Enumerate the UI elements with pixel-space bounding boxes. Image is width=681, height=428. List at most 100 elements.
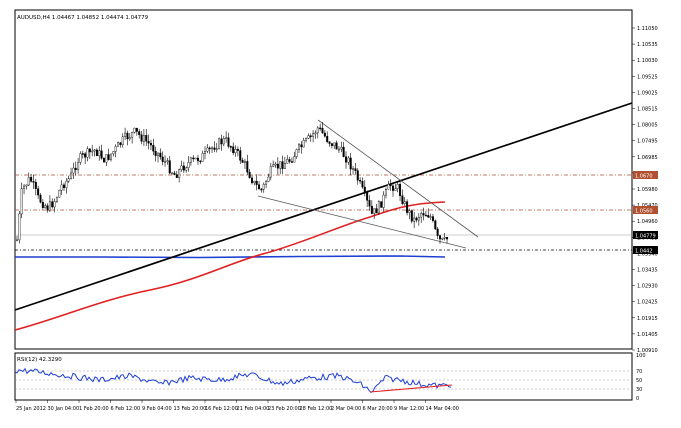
candle-body	[260, 188, 263, 191]
candle-body	[335, 142, 338, 150]
candle-body	[302, 139, 305, 148]
level-b-tag: 1.0560	[635, 209, 653, 215]
candle-body	[417, 216, 420, 221]
candle-body	[147, 141, 150, 144]
level-a-tag: 1.0670	[635, 174, 653, 180]
candle-body	[342, 146, 345, 157]
level-c-tag-bg	[633, 246, 658, 254]
candle-body	[236, 148, 239, 151]
candle-body	[189, 157, 192, 163]
candle-body	[298, 144, 301, 150]
price-label: 1.05980	[637, 187, 658, 193]
candle-body	[337, 148, 340, 151]
candle-body	[95, 149, 98, 157]
time-label: 9 Mar 12:00	[394, 406, 424, 412]
candle-body	[222, 138, 225, 145]
candle-body	[37, 188, 40, 196]
candle-body	[154, 150, 157, 156]
rsi-label-50: 50	[636, 378, 642, 384]
candle-body	[84, 153, 87, 158]
candle-body	[138, 131, 141, 135]
candle-body	[368, 200, 371, 207]
candle-body	[220, 138, 223, 145]
candle-body	[387, 184, 390, 190]
candle-body	[128, 137, 131, 140]
candle-body	[199, 160, 202, 163]
candle-body	[48, 201, 51, 211]
candle-body	[51, 201, 54, 208]
candle-body	[328, 141, 331, 144]
candle-body	[361, 180, 364, 188]
candle-body	[175, 174, 178, 178]
candle-body	[30, 177, 33, 182]
price-label: 1.01405	[637, 332, 658, 338]
price-label: 1.07495	[637, 139, 658, 145]
candle-body	[63, 184, 66, 189]
candle-body	[206, 147, 209, 152]
candle-body	[288, 159, 291, 162]
candle-body	[34, 181, 37, 189]
candle-body	[218, 138, 221, 149]
candle-body	[295, 149, 298, 157]
current-price-tag-bg	[633, 231, 658, 239]
candle-body	[27, 177, 30, 186]
candle-body	[281, 161, 284, 169]
candle-body	[215, 148, 218, 150]
candle-body	[330, 143, 333, 146]
candle-body	[173, 172, 176, 175]
candle-body	[133, 127, 136, 133]
candle-body	[117, 142, 120, 147]
candle-body	[363, 186, 366, 193]
candle-body	[16, 239, 19, 242]
candle-body	[408, 210, 411, 213]
candle-body	[208, 147, 211, 150]
candle-body	[243, 161, 246, 163]
candle-body	[373, 208, 376, 214]
price-axis: 1.11050 1.10535 1.10030 1.09525 1.09025 1.085…	[632, 26, 658, 354]
candle-body	[81, 153, 84, 155]
price-label: 1.09025	[637, 90, 658, 96]
candle-body	[401, 195, 404, 204]
candle-body	[359, 180, 362, 182]
candle-body	[439, 235, 442, 240]
rsi-label-100: 100	[636, 353, 646, 359]
candle-body	[246, 161, 249, 173]
candle-body	[100, 150, 103, 159]
candle-body	[53, 201, 56, 208]
price-label: 1.08515	[637, 107, 658, 113]
candle-body	[152, 144, 155, 152]
candle-body	[124, 132, 127, 137]
current-price-tag: 1.04779	[635, 234, 656, 240]
price-label: 1.09525	[637, 74, 658, 80]
candle-body	[446, 237, 449, 240]
candle-body	[194, 157, 197, 160]
symbol-title: AUDUSD,H4 1.04467 1.04852 1.04474 1.0477…	[17, 15, 149, 21]
candle-body	[276, 163, 279, 169]
candle-body	[253, 180, 256, 184]
candle-body	[91, 150, 94, 153]
candle-body	[88, 148, 91, 153]
candle-body	[326, 135, 329, 143]
candle-body	[366, 191, 369, 201]
candle-body	[178, 169, 181, 178]
candle-body	[347, 157, 350, 163]
candlestick-series	[16, 122, 449, 244]
candle-body	[340, 146, 343, 150]
candle-body	[70, 172, 73, 179]
rsi-label-0: 0	[636, 396, 639, 402]
wedge-lower-line	[257, 195, 467, 249]
candle-body	[436, 228, 439, 236]
price-label: 1.06985	[637, 155, 658, 161]
candle-body	[262, 183, 265, 190]
candle-body	[403, 201, 406, 204]
candle-body	[415, 217, 418, 221]
candle-body	[410, 210, 413, 222]
candle-body	[39, 194, 42, 203]
candle-body	[140, 134, 143, 142]
time-label: 9 Feb 04:00	[142, 406, 172, 412]
candle-body	[319, 127, 322, 130]
candle-body	[232, 146, 235, 154]
candle-body	[114, 146, 117, 152]
